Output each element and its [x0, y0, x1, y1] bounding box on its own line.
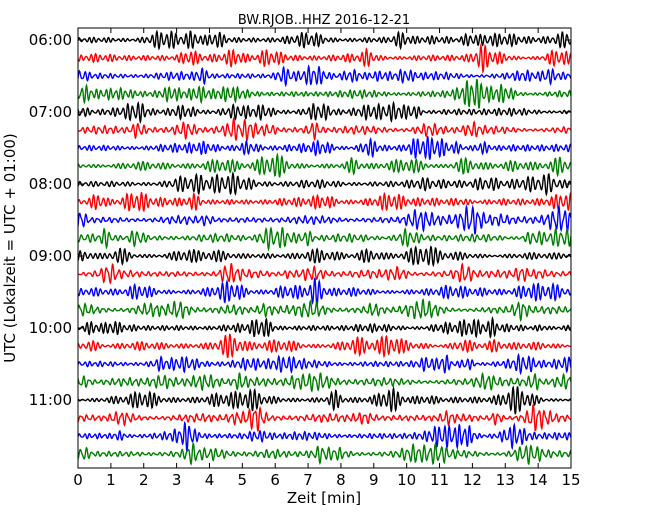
x-axis: 0 1 2 3 4 5 6 7 8 9 10 11 12 13 14 15 — [73, 28, 581, 489]
y-axis: 06:00 07:00 08:00 09:00 10:00 11:00 — [29, 31, 571, 409]
y-tick-label: 07:00 — [29, 103, 72, 121]
y-tick-label: 09:00 — [29, 247, 72, 265]
x-tick-label: 8 — [336, 471, 346, 489]
x-tick-label: 12 — [463, 471, 482, 489]
seismic-trace — [78, 315, 571, 339]
seismic-trace — [78, 43, 571, 75]
seismic-trace — [78, 401, 571, 432]
seismic-trace — [78, 64, 571, 88]
seismic-trace — [78, 226, 571, 252]
x-tick-label: 13 — [496, 471, 515, 489]
seismic-trace — [78, 352, 571, 376]
seismic-trace — [78, 441, 571, 466]
x-tick-label: 0 — [73, 471, 83, 489]
seismic-trace — [78, 29, 571, 51]
seismic-trace — [78, 262, 571, 285]
seismic-trace — [78, 371, 571, 393]
plot-frame — [77, 27, 572, 469]
x-tick-label: 11 — [430, 471, 449, 489]
seismic-trace — [78, 78, 571, 109]
x-tick-label: 5 — [238, 471, 248, 489]
x-tick-label: 4 — [205, 471, 215, 489]
trace-group — [78, 29, 571, 466]
x-tick-label: 3 — [172, 471, 182, 489]
y-tick-label: 10:00 — [29, 319, 72, 337]
x-tick-label: 15 — [561, 471, 580, 489]
seismic-trace — [78, 203, 571, 235]
y-axis-label: UTC (Lokalzeit = UTC + 01:00) — [1, 133, 19, 363]
y-tick-label: 08:00 — [29, 175, 72, 193]
chart-title: BW.RJOB..HHZ 2016-12-21 — [238, 13, 410, 28]
x-tick-label: 14 — [529, 471, 548, 489]
x-tick-label: 2 — [139, 471, 149, 489]
x-tick-label: 10 — [397, 471, 416, 489]
seismic-trace — [78, 385, 571, 415]
y-tick-label: 11:00 — [29, 391, 72, 409]
seismic-trace — [78, 116, 571, 143]
seismic-trace — [78, 421, 571, 453]
x-tick-label: 6 — [270, 471, 280, 489]
y-tick-label: 06:00 — [29, 31, 72, 49]
x-tick-label: 1 — [106, 471, 116, 489]
x-tick-label: 7 — [303, 471, 313, 489]
seismic-trace — [78, 170, 571, 197]
x-tick-label: 9 — [369, 471, 379, 489]
seismic-trace — [78, 245, 571, 268]
x-axis-label: Zeit [min] — [287, 489, 361, 507]
seismic-trace — [78, 152, 571, 178]
seismic-trace — [78, 191, 571, 212]
seismic-trace — [78, 100, 571, 125]
seismic-trace — [78, 333, 571, 359]
seismic-trace — [78, 298, 571, 323]
seismic-trace — [78, 277, 571, 308]
seismic-trace — [78, 136, 571, 160]
